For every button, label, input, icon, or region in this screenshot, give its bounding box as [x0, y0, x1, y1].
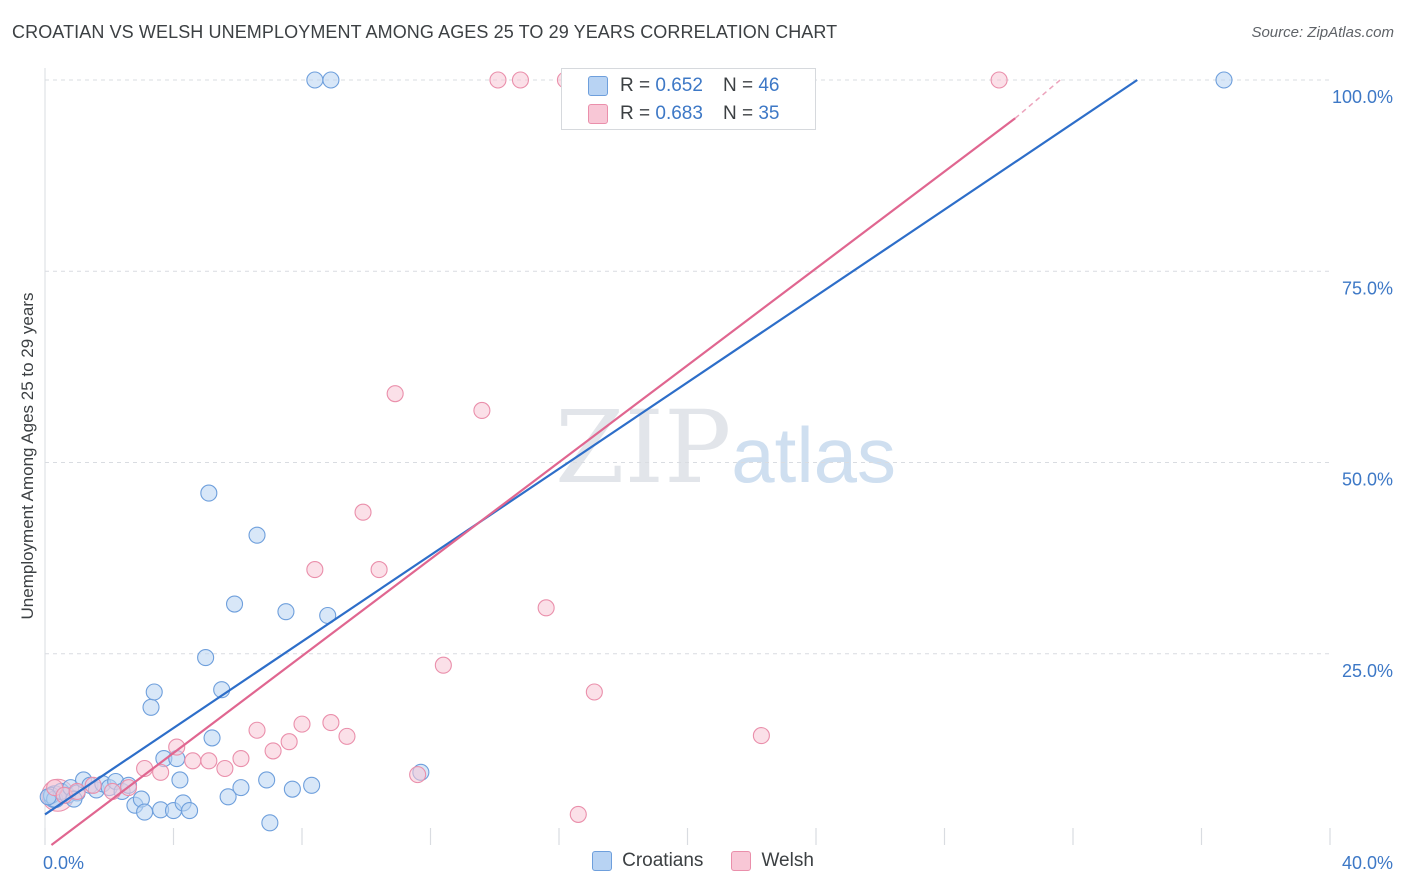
- welsh-point: [293, 715, 311, 733]
- welsh-point: [409, 766, 427, 784]
- welsh-point: [322, 714, 340, 732]
- welsh-point: [354, 503, 372, 521]
- welsh-swatch: [731, 851, 752, 871]
- croatians-swatch: [588, 76, 608, 96]
- chart-title: CROATIAN VS WELSH UNEMPLOYMENT AMONG AGE…: [12, 22, 838, 42]
- legend-row-croatians: R = 0.652 N = 46: [562, 72, 779, 100]
- x-tick-label: 40.0%: [1342, 853, 1393, 873]
- welsh-point: [200, 752, 218, 770]
- legend-item-croatians[interactable]: Croatians: [592, 850, 703, 872]
- legend-r-value: 0.652: [655, 75, 703, 96]
- croatians-trendline: [44, 79, 1138, 816]
- welsh-point: [248, 721, 266, 739]
- welsh-trendline: [50, 117, 1016, 846]
- welsh-point: [184, 752, 202, 770]
- y-tick-label: 100.0%: [1332, 87, 1393, 107]
- x-tick-label: 0.0%: [43, 853, 84, 873]
- welsh-point: [386, 385, 404, 403]
- welsh-point: [511, 71, 530, 89]
- croatians-point: [258, 771, 276, 789]
- legend-n-label: N =: [722, 75, 754, 96]
- legend-r-value: 0.683: [655, 103, 703, 124]
- welsh-point: [306, 561, 324, 579]
- legend-r-label: R =: [620, 103, 651, 124]
- y-axis-label: Unemployment Among Ages 25 to 29 years: [18, 292, 37, 620]
- welsh-point: [585, 683, 603, 701]
- croatians-point: [142, 698, 160, 716]
- legend-n-value: 35: [758, 103, 780, 124]
- watermark: ZIPatlas: [555, 398, 896, 498]
- welsh-point: [103, 782, 122, 801]
- croatians-point: [261, 814, 279, 832]
- legend-item-welsh[interactable]: Welsh: [731, 850, 814, 872]
- legend-n-label: N =: [722, 103, 754, 124]
- croatians-point: [225, 595, 244, 613]
- welsh-point: [537, 599, 555, 617]
- series-legend: Croatians Welsh: [0, 850, 1406, 872]
- welsh-point: [264, 742, 282, 760]
- legend-label-croatians: Croatians: [622, 850, 704, 871]
- watermark-atlas: atlas: [731, 411, 897, 499]
- croatians-swatch: [592, 851, 613, 871]
- watermark-zip: ZIP: [555, 389, 732, 506]
- welsh-point: [232, 750, 250, 768]
- croatians-point: [322, 71, 340, 89]
- welsh-point: [152, 763, 170, 781]
- croatians-point: [171, 771, 189, 789]
- croatians-point: [145, 683, 163, 701]
- welsh-point: [473, 401, 491, 420]
- croatians-point: [200, 484, 218, 502]
- welsh-point: [168, 738, 186, 756]
- welsh-point: [752, 727, 770, 745]
- welsh-point: [990, 71, 1008, 89]
- welsh-trendline-extension: [1014, 79, 1061, 119]
- welsh-point: [280, 733, 298, 751]
- source-label: Source: ZipAtlas.com: [1251, 24, 1394, 41]
- y-tick-label: 75.0%: [1342, 278, 1393, 298]
- welsh-point: [489, 71, 507, 89]
- croatians-point: [219, 788, 237, 806]
- y-tick-label: 50.0%: [1342, 470, 1393, 490]
- welsh-point: [84, 776, 102, 794]
- croatians-point: [1215, 71, 1233, 89]
- legend-row-welsh: R = 0.683 N = 35: [562, 100, 779, 128]
- croatians-point: [181, 802, 199, 820]
- legend-r-label: R =: [620, 75, 651, 96]
- croatians-point: [306, 71, 324, 89]
- welsh-point: [569, 805, 587, 823]
- croatians-point: [303, 776, 321, 794]
- croatians-point: [283, 780, 301, 798]
- croatians-point: [197, 649, 215, 667]
- welsh-point: [434, 656, 452, 674]
- croatians-point: [277, 603, 295, 621]
- croatians-point: [248, 526, 266, 544]
- legend-n-value: 46: [758, 75, 780, 96]
- croatians-point: [232, 779, 250, 797]
- welsh-point: [370, 561, 388, 579]
- welsh-swatch: [588, 104, 608, 124]
- croatians-point: [203, 729, 221, 747]
- y-tick-label: 25.0%: [1342, 661, 1393, 681]
- welsh-point: [216, 759, 234, 778]
- legend-label-welsh: Welsh: [761, 850, 814, 871]
- correlation-legend: R = 0.652 N = 46 R = 0.683 N = 35: [561, 68, 816, 130]
- croatians-point: [136, 803, 154, 821]
- welsh-point: [338, 727, 356, 745]
